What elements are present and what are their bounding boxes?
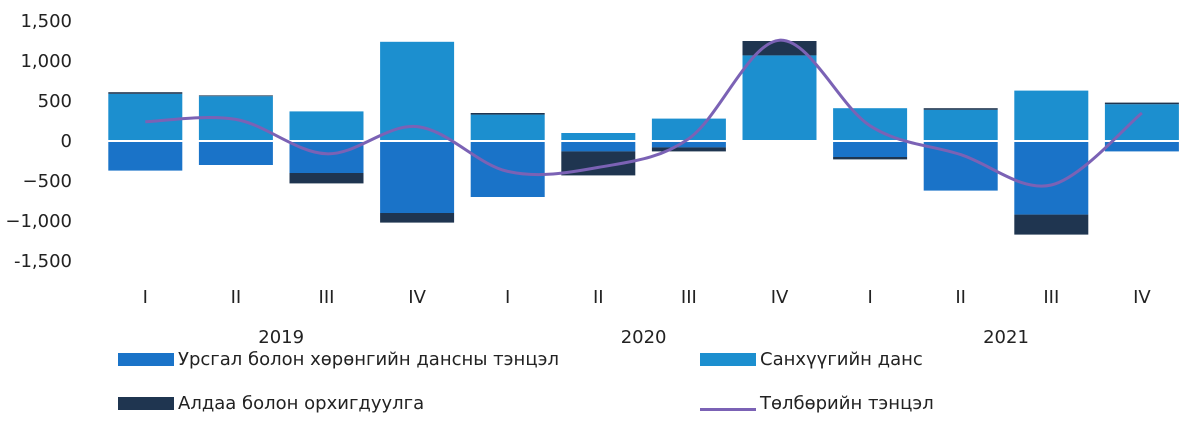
bar-errors-omissions	[380, 213, 455, 223]
x-tick-label: II	[955, 287, 966, 308]
bar-financial-account	[651, 118, 726, 141]
legend-swatch-current-account	[118, 353, 174, 366]
legend-swatch-balance-of-payments	[700, 408, 756, 411]
line-balance-of-payments	[145, 38, 1143, 188]
legend-label-financial-account: Санхүүгийн данс	[760, 349, 923, 370]
legend-item-balance-of-payments: Төлбөрийн тэнцэл	[700, 393, 934, 420]
x-tick-label: I	[867, 287, 872, 308]
legend-swatch-errors-omissions	[118, 397, 174, 410]
bar-current-account	[651, 141, 726, 148]
legend-item-financial-account: Санхүүгийн данс	[700, 349, 923, 370]
bar-errors-omissions	[198, 95, 273, 97]
bar-errors-omissions	[833, 157, 908, 160]
bar-financial-account	[742, 55, 817, 141]
x-year-label: 2020	[621, 327, 667, 348]
y-tick-label: −500	[23, 171, 72, 192]
bar-series	[108, 41, 1179, 235]
legend-label-errors-omissions: Алдаа болон орхигдуулга	[178, 393, 425, 414]
y-tick-label: -1,500	[14, 251, 72, 272]
bar-current-account	[470, 141, 545, 197]
x-tick-label: III	[1043, 287, 1059, 308]
x-tick-label: I	[143, 287, 148, 308]
bar-financial-account	[1014, 90, 1089, 141]
bar-current-account	[561, 141, 636, 152]
x-tick-label: IV	[771, 287, 789, 308]
bar-current-account	[1014, 141, 1089, 215]
y-tick-label: 1,000	[20, 51, 72, 72]
bar-errors-omissions	[470, 113, 545, 115]
bar-errors-omissions	[651, 147, 726, 152]
y-tick-label: 500	[38, 91, 72, 112]
legend-label-current-account: Урсгал болон хөрөнгийн дансны тэнцэл	[178, 349, 559, 370]
bar-errors-omissions	[289, 173, 364, 184]
x-tick-label: IV	[408, 287, 426, 308]
bar-current-account	[108, 141, 183, 171]
legend-swatch-financial-account	[700, 353, 756, 366]
bar-financial-account	[923, 109, 998, 141]
y-tick-label: 0	[61, 131, 72, 152]
y-tick-label: 1,500	[20, 11, 72, 32]
x-tick-label: II	[231, 287, 242, 308]
bar-errors-omissions	[742, 41, 817, 56]
bar-current-account	[1104, 141, 1179, 152]
x-tick-label: IV	[1133, 287, 1151, 308]
x-tick-label: II	[593, 287, 604, 308]
x-tick-label: I	[505, 287, 510, 308]
bar-current-account	[380, 141, 455, 213]
bar-errors-omissions	[108, 92, 183, 94]
bar-financial-account	[380, 41, 455, 141]
bar-current-account	[833, 141, 908, 157]
bar-errors-omissions	[1014, 214, 1089, 235]
line-series	[145, 38, 1143, 188]
bar-errors-omissions	[923, 108, 998, 110]
x-tick-label: III	[319, 287, 335, 308]
legend-item-errors-omissions: Алдаа болон орхигдуулга	[118, 393, 424, 414]
bar-current-account	[198, 141, 273, 165]
bar-financial-account	[1104, 104, 1179, 141]
bar-financial-account	[289, 111, 364, 141]
y-axis-ticks: 1,500 1,000 500 0 −500 −1,000 -1,500	[5, 11, 72, 272]
x-tick-label: III	[681, 287, 697, 308]
y-tick-label: −1,000	[5, 211, 72, 232]
bar-financial-account	[108, 93, 183, 141]
x-year-label: 2019	[258, 327, 304, 348]
legend-item-current-account: Урсгал болон хөрөнгийн дансны тэнцэл	[118, 349, 559, 370]
bar-errors-omissions	[1104, 102, 1179, 105]
bar-financial-account	[470, 114, 545, 141]
x-year-label: 2021	[983, 327, 1029, 348]
bar-financial-account	[561, 133, 636, 141]
legend-label-balance-of-payments: Төлбөрийн тэнцэл	[760, 393, 934, 414]
